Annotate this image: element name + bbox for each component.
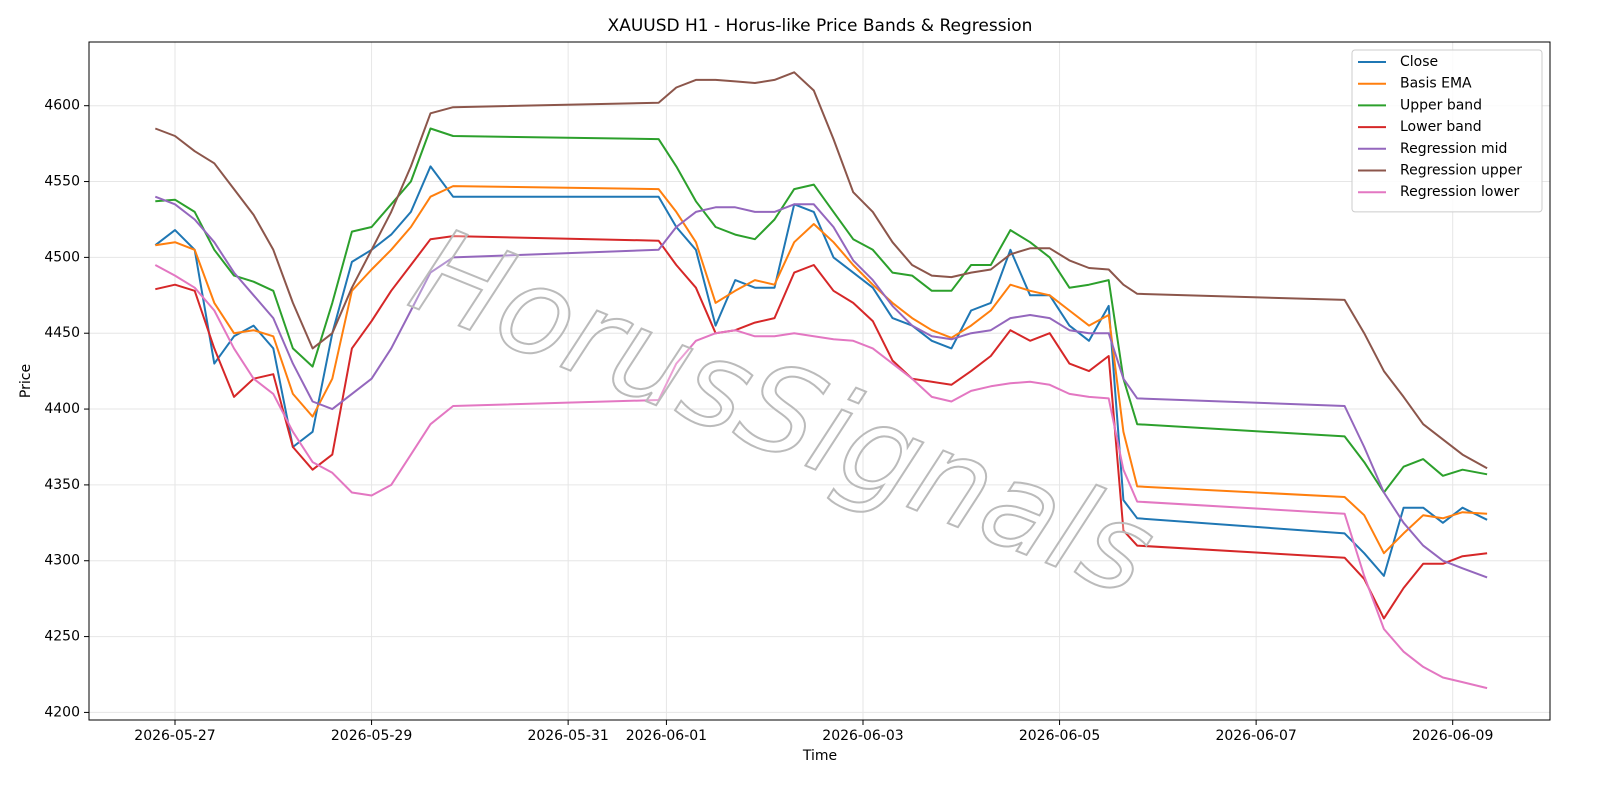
plot-frame — [88, 41, 1551, 721]
y-tick-label: 4450 — [44, 325, 80, 341]
y-tick-label: 4500 — [44, 249, 80, 265]
series-line — [154, 71, 1488, 470]
x-tick-label: 2026-06-01 — [626, 728, 707, 744]
x-tick-label: 2026-06-09 — [1412, 728, 1493, 744]
legend: Close Basis EMA Upper band Lower band Regres… — [1351, 49, 1543, 213]
legend-label: Close — [1400, 54, 1438, 70]
y-axis-label: Price — [18, 364, 34, 398]
series-line — [154, 264, 1488, 690]
x-axis-label: Time — [802, 748, 837, 764]
series-line — [154, 195, 1488, 579]
x-tick-label: 2026-05-29 — [331, 728, 412, 744]
series-line — [155, 235, 1488, 620]
legend-label: Regression upper — [1400, 163, 1522, 179]
y-tick-label: 4350 — [44, 477, 80, 493]
y-tick-label: 4200 — [44, 704, 80, 720]
x-tick-label: 2026-06-07 — [1215, 728, 1296, 744]
lines — [154, 71, 1488, 690]
y-tick-label: 4400 — [44, 401, 80, 417]
x-tick-label: 2026-06-05 — [1019, 728, 1100, 744]
y-tick-label: 4600 — [44, 98, 80, 114]
y-tick-label: 4300 — [44, 553, 80, 569]
chart-title: XAUUSD H1 - Horus-like Price Bands & Reg… — [608, 16, 1033, 36]
x-tick-label: 2026-05-27 — [134, 728, 215, 744]
series-line — [154, 165, 1488, 577]
x-tick-label: 2026-06-03 — [822, 728, 903, 744]
legend-label: Basis EMA — [1400, 76, 1472, 92]
legend-label: Regression lower — [1400, 184, 1520, 200]
legend-box — [1351, 49, 1543, 213]
legend-label: Lower band — [1400, 119, 1482, 135]
legend-label: Regression mid — [1400, 141, 1507, 157]
y-tick-label: 4550 — [44, 174, 80, 190]
x-tick-label: 2026-05-31 — [527, 728, 608, 744]
series-line — [155, 185, 1488, 555]
series-line — [155, 127, 1488, 494]
y-tick-label: 4250 — [44, 629, 80, 645]
grid: 4200 4250 4300 4350 4400 4450 4500 4550 4600 2026… — [44, 42, 1550, 744]
legend-label: Upper band — [1400, 97, 1482, 113]
